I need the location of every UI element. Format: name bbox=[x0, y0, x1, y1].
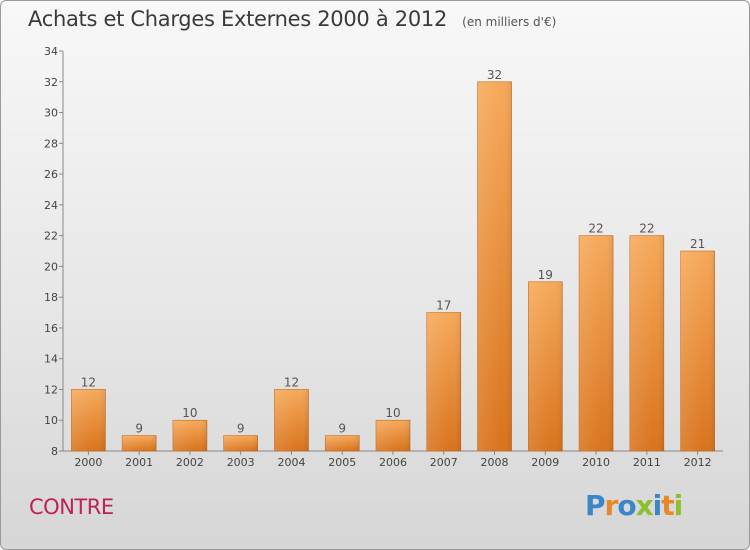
logo-letter: x bbox=[635, 489, 654, 522]
y-tick-label: 34 bbox=[44, 45, 58, 58]
data-label: 9 bbox=[237, 422, 245, 436]
data-label: 10 bbox=[385, 406, 400, 420]
logo-letter: t bbox=[661, 489, 674, 522]
proxiti-logo: Proxiti bbox=[585, 489, 684, 522]
chart-title: Achats et Charges Externes 2000 à 2012 bbox=[28, 7, 448, 31]
data-label: 22 bbox=[639, 222, 654, 236]
data-label: 9 bbox=[135, 422, 143, 436]
bar-shade bbox=[325, 435, 360, 451]
y-tick-label: 24 bbox=[44, 199, 58, 212]
bar-shade bbox=[426, 312, 461, 451]
logo-letter: r bbox=[604, 489, 619, 522]
y-tick-label: 26 bbox=[44, 168, 58, 181]
data-label: 32 bbox=[487, 68, 502, 82]
data-label: 19 bbox=[538, 268, 553, 282]
bar-shade bbox=[579, 235, 614, 451]
bar-shade bbox=[122, 435, 157, 451]
y-tick-label: 12 bbox=[44, 383, 58, 396]
bar-shade bbox=[477, 81, 512, 452]
bar-shade bbox=[629, 235, 664, 451]
y-tick-label: 10 bbox=[44, 414, 58, 427]
x-tick-label: 2003 bbox=[227, 456, 255, 469]
y-tick-label: 16 bbox=[44, 322, 58, 335]
y-tick-label: 32 bbox=[44, 76, 58, 89]
x-tick-label: 2008 bbox=[481, 456, 509, 469]
x-tick-label: 2011 bbox=[633, 456, 661, 469]
data-label: 12 bbox=[81, 375, 96, 389]
x-tick-label: 2002 bbox=[176, 456, 204, 469]
axes: 8 10 12 14 16 18 20 22 24 26 28 30 32 34 2000 2001 2002 2… bbox=[44, 45, 723, 469]
y-tick-label: 20 bbox=[44, 260, 58, 273]
y-tick-label: 28 bbox=[44, 137, 58, 150]
data-label: 9 bbox=[338, 422, 346, 436]
data-label: 17 bbox=[436, 299, 451, 313]
title-row: Achats et Charges Externes 2000 à 2012 (… bbox=[28, 7, 556, 31]
x-tick-label: 2004 bbox=[277, 456, 305, 469]
x-tick-label: 2006 bbox=[379, 456, 407, 469]
y-tick-label: 18 bbox=[44, 291, 58, 304]
chart-subtitle: (en milliers d'€) bbox=[462, 15, 557, 29]
y-tick-label: 30 bbox=[44, 107, 58, 120]
data-label: 22 bbox=[588, 222, 603, 236]
data-label: 21 bbox=[690, 237, 705, 251]
commune-name: CONTRE bbox=[29, 495, 114, 519]
x-tick-label: 2007 bbox=[430, 456, 458, 469]
bar-shade bbox=[528, 281, 563, 451]
logo-letter: o bbox=[617, 489, 636, 522]
x-tick-label: 2000 bbox=[74, 456, 102, 469]
logo-letter: i bbox=[673, 489, 684, 522]
bar-shade bbox=[172, 420, 207, 451]
data-label: 10 bbox=[182, 406, 197, 420]
bars bbox=[71, 81, 715, 452]
bar-shade bbox=[376, 420, 410, 451]
x-tick-label: 2012 bbox=[684, 456, 712, 469]
bar-shade bbox=[274, 389, 309, 451]
data-labels: 12 9 10 9 12 9 10 17 32 19 22 22 21 bbox=[81, 68, 706, 436]
data-label: 12 bbox=[284, 375, 299, 389]
y-tick-label: 22 bbox=[44, 230, 58, 243]
logo-letter: P bbox=[585, 489, 606, 522]
x-tick-label: 2001 bbox=[125, 456, 153, 469]
x-tick-label: 2010 bbox=[582, 456, 610, 469]
x-tick-label: 2009 bbox=[531, 456, 559, 469]
bar-shade bbox=[223, 435, 258, 451]
logo-letter: i bbox=[652, 489, 663, 522]
bar-shade bbox=[680, 251, 715, 451]
y-tick-label: 14 bbox=[44, 353, 58, 366]
y-tick-label: 8 bbox=[51, 445, 58, 458]
bar-shade bbox=[71, 389, 106, 451]
x-tick-label: 2005 bbox=[328, 456, 356, 469]
